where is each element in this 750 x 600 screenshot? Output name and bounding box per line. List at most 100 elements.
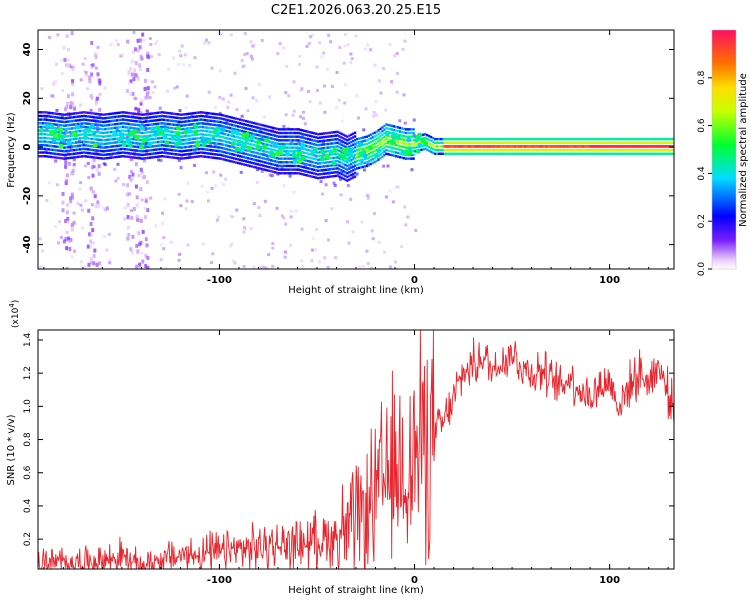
- spectrogram-cell: [92, 119, 95, 123]
- spectrogram-cell: [229, 156, 232, 159]
- spectrogram-cell: [381, 144, 384, 147]
- spectrogram-blob: [139, 144, 145, 150]
- spectrogram-cell: [391, 124, 394, 128]
- spectrogram-haze-cell: [324, 219, 328, 223]
- spectrogram-core-cell: [633, 145, 636, 148]
- spectrogram-smear-cell: [93, 194, 97, 199]
- spectrogram-xtick-label: 0: [411, 275, 418, 286]
- spectrogram-cell: [227, 119, 230, 122]
- spectrogram-cell: [176, 120, 179, 123]
- spectrogram-cell: [455, 141, 458, 144]
- spectrogram-cell: [73, 137, 76, 141]
- spectrogram-cell: [490, 137, 493, 141]
- spectrogram-cell: [385, 152, 388, 155]
- spectrogram-cell: [233, 135, 236, 138]
- spectrogram-cell: [299, 132, 302, 135]
- spectrogram-cell: [39, 154, 43, 158]
- spectrogram-cell: [207, 134, 210, 137]
- spectrogram-cell: [233, 160, 236, 164]
- spectrogram-smear-cell: [144, 253, 148, 258]
- spectrogram-cell: [318, 136, 322, 139]
- spectrogram-cell: [572, 148, 575, 152]
- spectrogram-cell: [125, 115, 128, 118]
- spectrogram-cell: [496, 152, 499, 155]
- spectrogram-cell: [410, 135, 413, 138]
- spectrogram-cell: [199, 111, 203, 114]
- spectrogram-cell: [82, 114, 86, 118]
- spectrogram-cell: [402, 134, 406, 138]
- spectrogram-cell: [320, 136, 324, 139]
- spectrogram-haze-cell: [105, 207, 109, 211]
- spectrogram-cell: [307, 137, 310, 141]
- spectrogram-cell: [43, 140, 47, 143]
- spectrogram-cell: [426, 148, 429, 152]
- spectrogram-cell: [219, 120, 222, 124]
- spectrogram-cell: [184, 156, 187, 160]
- spectrogram-cell: [309, 134, 312, 138]
- spectrogram-cell: [488, 152, 491, 155]
- spectrogram-core-cell: [586, 145, 589, 148]
- spectrogram-cell: [592, 152, 595, 155]
- spectrogram-cell: [168, 155, 171, 159]
- spectrogram-cell: [65, 146, 68, 149]
- spectrogram-blob: [250, 134, 256, 140]
- spectrogram-cell: [445, 148, 448, 152]
- spectrogram-cell: [500, 152, 503, 155]
- spectrogram-cell: [379, 131, 382, 134]
- snr-ytick-label: 0.2: [23, 532, 33, 546]
- spectrogram-cell: [326, 164, 329, 168]
- spectrogram-blob: [159, 130, 165, 136]
- spectrogram-blob: [345, 157, 351, 163]
- spectrogram-cell: [160, 154, 164, 158]
- spectrogram-smear-cell: [64, 160, 68, 165]
- spectrogram-cell: [69, 138, 72, 141]
- spectrogram-cell: [410, 153, 413, 157]
- spectrogram-cell: [529, 148, 532, 152]
- spectrogram-cell: [186, 149, 189, 152]
- spectrogram-cell: [215, 153, 218, 156]
- spectrogram-cell: [307, 141, 310, 144]
- spectrogram-core-cell: [494, 145, 497, 148]
- snr-multiplier: (x104): [8, 300, 21, 328]
- spectrogram-core-cell: [533, 145, 536, 148]
- spectrogram-cell: [71, 130, 74, 134]
- spectrogram-cell: [670, 141, 673, 144]
- spectrogram-core-cell: [621, 145, 624, 148]
- spectrogram-cell: [57, 116, 60, 119]
- spectrogram-cell: [215, 142, 218, 145]
- spectrogram-cell: [55, 145, 58, 148]
- spectrogram-cell: [67, 113, 70, 116]
- spectrogram-cell: [57, 131, 60, 134]
- spectrogram-cell: [160, 140, 164, 143]
- spectrogram-cell: [398, 126, 402, 130]
- spectrogram-cell: [283, 131, 287, 135]
- spectrogram-smear-cell: [96, 72, 100, 77]
- spectrogram-cell: [43, 122, 47, 125]
- spectrogram-blob: [134, 134, 140, 140]
- spectrogram-cell: [549, 141, 552, 144]
- spectrogram-cell: [116, 115, 119, 118]
- spectrogram-cell: [240, 155, 244, 158]
- spectrogram-cell: [463, 141, 466, 144]
- spectrogram-cell: [640, 152, 644, 155]
- spectrogram-cell: [473, 148, 476, 152]
- spectrogram-cell: [404, 135, 407, 138]
- spectrogram-cell: [43, 129, 47, 132]
- spectrogram-cell: [367, 160, 370, 163]
- spectrogram-cell: [547, 152, 550, 155]
- spectrogram-cell: [207, 130, 210, 133]
- spectrogram-cell: [274, 130, 277, 134]
- spectrogram-cell: [537, 141, 540, 144]
- spectrogram-smear-cell: [93, 248, 97, 253]
- spectrogram-cell: [43, 147, 47, 151]
- spectrogram-cell: [535, 141, 538, 144]
- spectrogram-cell: [174, 123, 177, 127]
- spectrogram-cell: [578, 137, 581, 141]
- spectrogram-cell: [108, 131, 111, 134]
- spectrogram-haze-cell: [412, 118, 416, 122]
- spectrogram-cell: [38, 144, 41, 147]
- spectrogram-blob: [341, 154, 347, 160]
- spectrogram-cell: [190, 148, 193, 152]
- spectrogram-cell: [365, 157, 368, 160]
- spectrogram-cell: [276, 171, 279, 174]
